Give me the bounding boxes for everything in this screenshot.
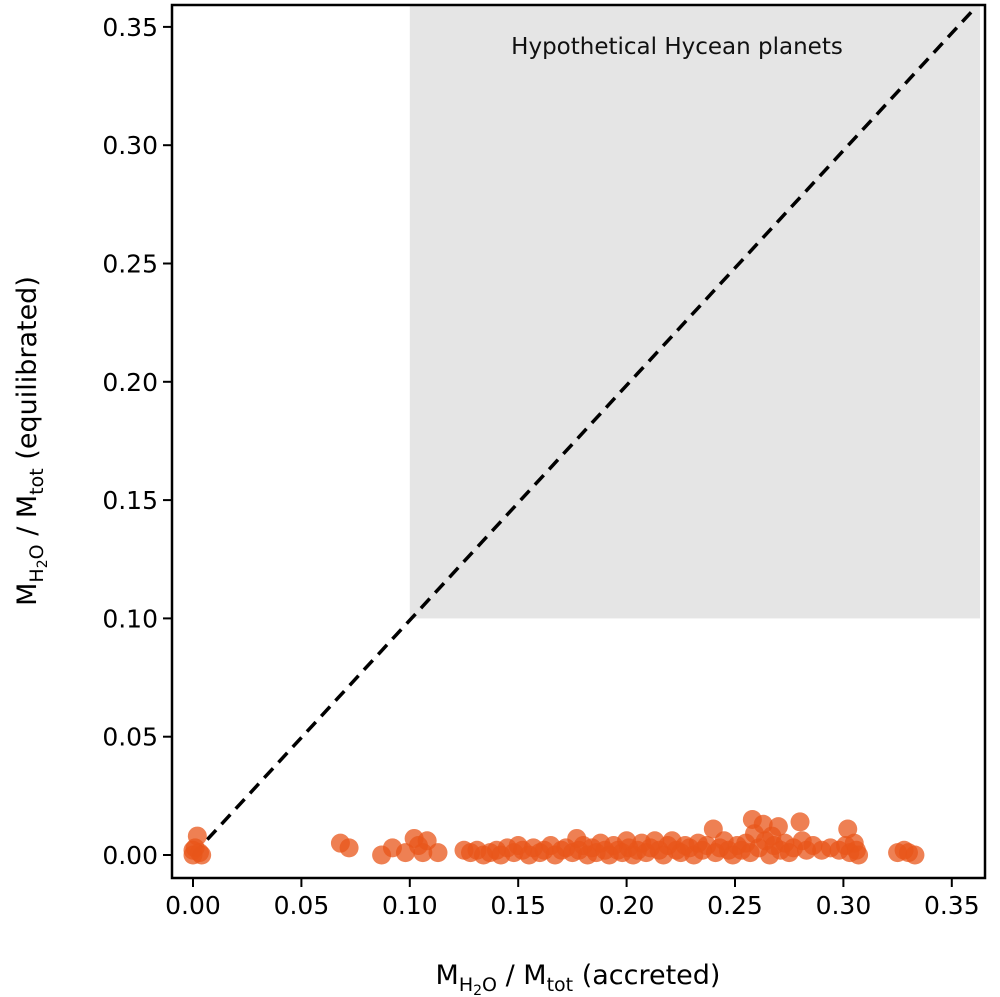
label-segment: (accreted) xyxy=(573,960,720,991)
data-point xyxy=(905,845,925,865)
data-point xyxy=(768,817,788,837)
label-segment: O xyxy=(482,974,497,996)
reference-line xyxy=(191,6,977,857)
x-tick-label: 0.20 xyxy=(599,891,655,920)
data-point xyxy=(183,840,203,860)
y-tick-label: 0.10 xyxy=(102,604,158,633)
label-segment: 2 xyxy=(35,559,51,568)
label-segment: H xyxy=(26,568,48,582)
shaded-region-label: Hypothetical Hycean planets xyxy=(511,34,843,60)
y-tick-label: 0.20 xyxy=(102,368,158,397)
x-axis-label: MH2O / Mtot (accreted) xyxy=(436,960,721,997)
plot-area xyxy=(170,3,987,880)
x-tick-label: 0.05 xyxy=(274,891,330,920)
x-tick-label: 0.35 xyxy=(924,891,980,920)
label-segment: M xyxy=(12,583,43,606)
data-point xyxy=(339,838,359,858)
data-point xyxy=(838,819,858,839)
y-tick-label: 0.35 xyxy=(102,13,158,42)
x-tick-label: 0.00 xyxy=(165,891,221,920)
label-segment: tot xyxy=(547,974,574,996)
x-tick-label: 0.25 xyxy=(707,891,763,920)
data-point xyxy=(849,845,869,865)
y-tick-label: 0.15 xyxy=(102,486,158,515)
y-axis: 0.00 0.05 0.10 0.15 0.20 0.25 0.30 0.35 xyxy=(102,13,172,870)
label-segment: (equilibrated) xyxy=(12,276,43,468)
x-tick-label: 0.10 xyxy=(382,891,438,920)
plot-frame xyxy=(170,3,987,880)
label-segment: / M xyxy=(497,960,547,991)
data-point xyxy=(790,812,810,832)
y-tick-label: 0.30 xyxy=(102,131,158,160)
data-point xyxy=(428,843,448,863)
y-tick-label: 0.05 xyxy=(102,723,158,752)
label-segment: M xyxy=(436,960,459,991)
label-segment: 2 xyxy=(473,983,482,997)
x-tick-label: 0.15 xyxy=(490,891,546,920)
x-axis: 0.00 0.05 0.10 0.15 0.20 0.25 0.30 0.35 xyxy=(165,878,980,920)
label-segment: tot xyxy=(26,468,48,495)
label-segment: / M xyxy=(12,495,43,545)
y-tick-label: 0.25 xyxy=(102,250,158,279)
label-segment: O xyxy=(26,544,48,559)
label-segment: H xyxy=(459,974,473,996)
y-tick-label: 0.00 xyxy=(102,841,158,870)
x-tick-label: 0.30 xyxy=(816,891,872,920)
y-axis-label: MH2O / Mtot (equilibrated) xyxy=(12,276,51,606)
